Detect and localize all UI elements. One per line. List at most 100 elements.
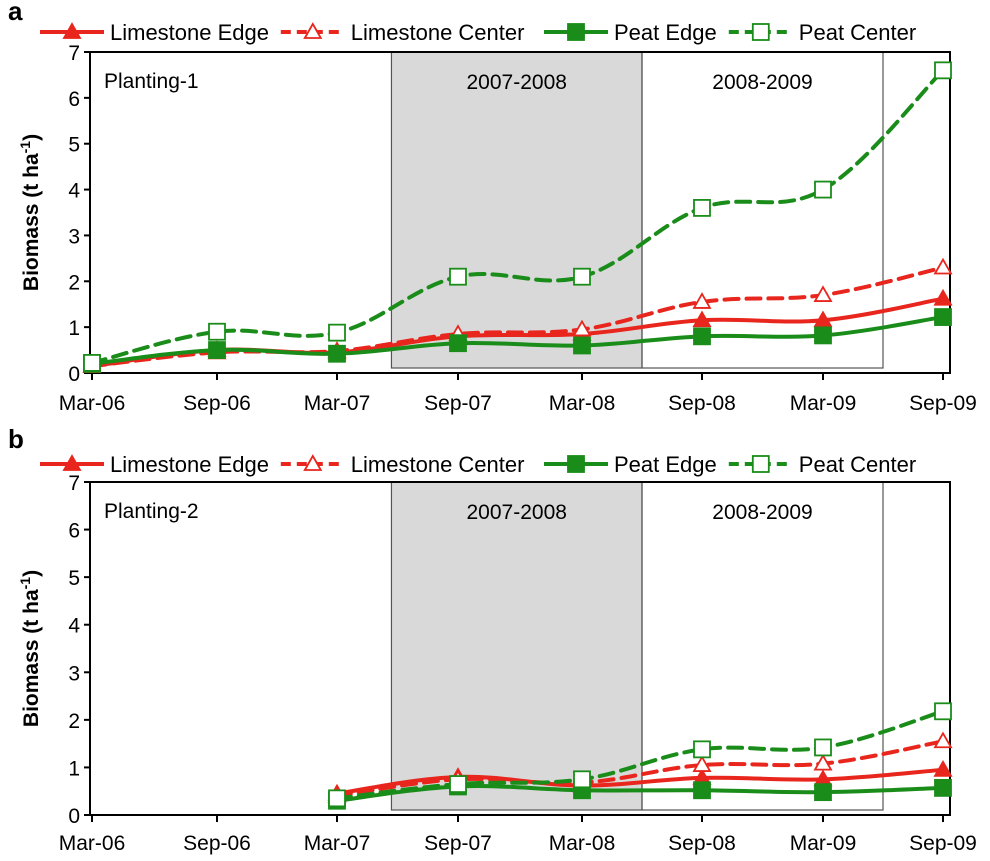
legend-item: Peat Center	[728, 452, 916, 477]
legend-marker	[62, 454, 82, 471]
x-tick-label: Sep-06	[183, 392, 251, 415]
planting-label: Planting-2	[104, 500, 199, 523]
data-point	[692, 755, 712, 772]
legend-marker	[567, 23, 585, 41]
legend-marker	[751, 455, 770, 473]
period-label: 2007-2008	[467, 501, 567, 524]
y-tick-label: 7	[68, 472, 80, 495]
y-tick-label: 3	[68, 225, 80, 248]
period-label: 2007-2008	[467, 71, 567, 94]
legend-item: Peat Edge	[544, 452, 717, 477]
y-tick-label: 3	[68, 662, 80, 685]
legend-item: Limestone Center	[280, 452, 525, 477]
period-label: 2008-2009	[712, 71, 812, 94]
x-tick-label: Mar-07	[304, 392, 371, 415]
data-point	[693, 781, 711, 800]
y-tick-label: 4	[68, 180, 80, 203]
x-tick-label: Sep-08	[668, 392, 736, 415]
x-tick-label: Mar-06	[59, 832, 126, 855]
x-tick-label: Mar-08	[549, 832, 616, 855]
data-point	[572, 319, 592, 337]
legend-item: Peat Edge	[544, 20, 717, 45]
y-tick-label: 0	[68, 363, 80, 386]
legend-marker	[751, 23, 770, 41]
panel-letter: b	[8, 424, 24, 454]
y-tick-label: 0	[68, 805, 80, 828]
data-point	[813, 753, 833, 771]
y-tick-label: 5	[68, 567, 80, 590]
data-point	[933, 288, 953, 306]
x-tick-label: Mar-09	[790, 832, 857, 855]
legend-item: Limestone Edge	[40, 20, 269, 45]
legend-marker	[303, 22, 323, 39]
y-tick-label: 1	[68, 317, 80, 340]
legend: Limestone Edge Limestone Center Peat Edge P…	[40, 452, 916, 477]
y-axis-label: Biomass (t ha-1)	[17, 134, 43, 291]
legend-label: Limestone Center	[351, 20, 525, 45]
series-line	[335, 767, 945, 796]
data-point	[328, 789, 346, 808]
y-tick-label: 7	[68, 42, 80, 65]
x-tick-label: Mar-07	[304, 832, 371, 855]
data-point	[83, 354, 101, 372]
data-point	[934, 308, 952, 326]
legend-marker	[62, 22, 82, 39]
y-tick-label: 5	[68, 134, 80, 157]
period-label: 2008-2009	[712, 501, 812, 524]
data-point	[692, 310, 712, 328]
x-tick-label: Sep-07	[424, 832, 492, 855]
y-tick-label: 6	[68, 88, 80, 111]
y-axis-label: Biomass (t ha-1)	[17, 570, 43, 727]
legend-label: Limestone Edge	[110, 20, 269, 45]
y-tick-label: 4	[68, 615, 80, 638]
data-point	[813, 285, 833, 302]
period-box	[390, 481, 643, 811]
data-point	[934, 702, 952, 721]
data-point	[693, 199, 711, 217]
x-tick-label: Mar-09	[790, 392, 857, 415]
legend-label: Limestone Edge	[110, 452, 269, 477]
data-point	[573, 770, 591, 789]
series-line	[335, 709, 945, 801]
data-point	[693, 740, 711, 759]
data-point	[814, 783, 832, 802]
data-point	[208, 341, 226, 359]
y-tick-label: 6	[68, 520, 80, 543]
series-line	[90, 315, 945, 366]
data-point	[328, 344, 346, 363]
y-tick-label: 1	[68, 757, 80, 780]
data-point	[813, 310, 833, 328]
legend-label: Limestone Center	[351, 452, 525, 477]
chart-panel-b: b Limestone Edge Limestone Center Peat Edge…	[8, 424, 977, 855]
data-point	[934, 61, 952, 80]
y-tick-label: 2	[68, 271, 80, 294]
data-point	[449, 334, 467, 353]
data-point	[328, 323, 346, 342]
x-tick-label: Sep-07	[424, 392, 492, 415]
data-point	[573, 336, 591, 355]
x-tick-label: Sep-09	[909, 832, 977, 855]
data-point	[692, 292, 712, 309]
legend-item: Limestone Edge	[40, 452, 269, 477]
plot-frame	[89, 481, 951, 816]
plot-frame	[89, 51, 951, 374]
data-point	[449, 267, 467, 286]
legend-marker	[567, 455, 585, 473]
data-point	[814, 326, 832, 345]
data-point	[814, 180, 832, 199]
series-line	[335, 739, 945, 798]
x-tick-label: Mar-08	[549, 392, 616, 415]
data-point	[208, 322, 226, 341]
x-tick-label: Sep-09	[909, 392, 977, 415]
planting-label: Planting-1	[104, 70, 199, 93]
legend-item: Peat Center	[728, 20, 916, 45]
period-box	[390, 51, 643, 369]
chart-panel-a: a Limestone Edge Limestone Center Peat Edge…	[8, 0, 977, 415]
legend-label: Peat Edge	[614, 452, 717, 477]
data-point	[814, 738, 832, 757]
legend: Limestone Edge Limestone Center Peat Edge P…	[40, 20, 916, 45]
legend-item: Limestone Center	[280, 20, 525, 45]
y-tick-label: 2	[68, 710, 80, 733]
legend-label: Peat Edge	[614, 20, 717, 45]
panel-letter: a	[8, 0, 23, 26]
